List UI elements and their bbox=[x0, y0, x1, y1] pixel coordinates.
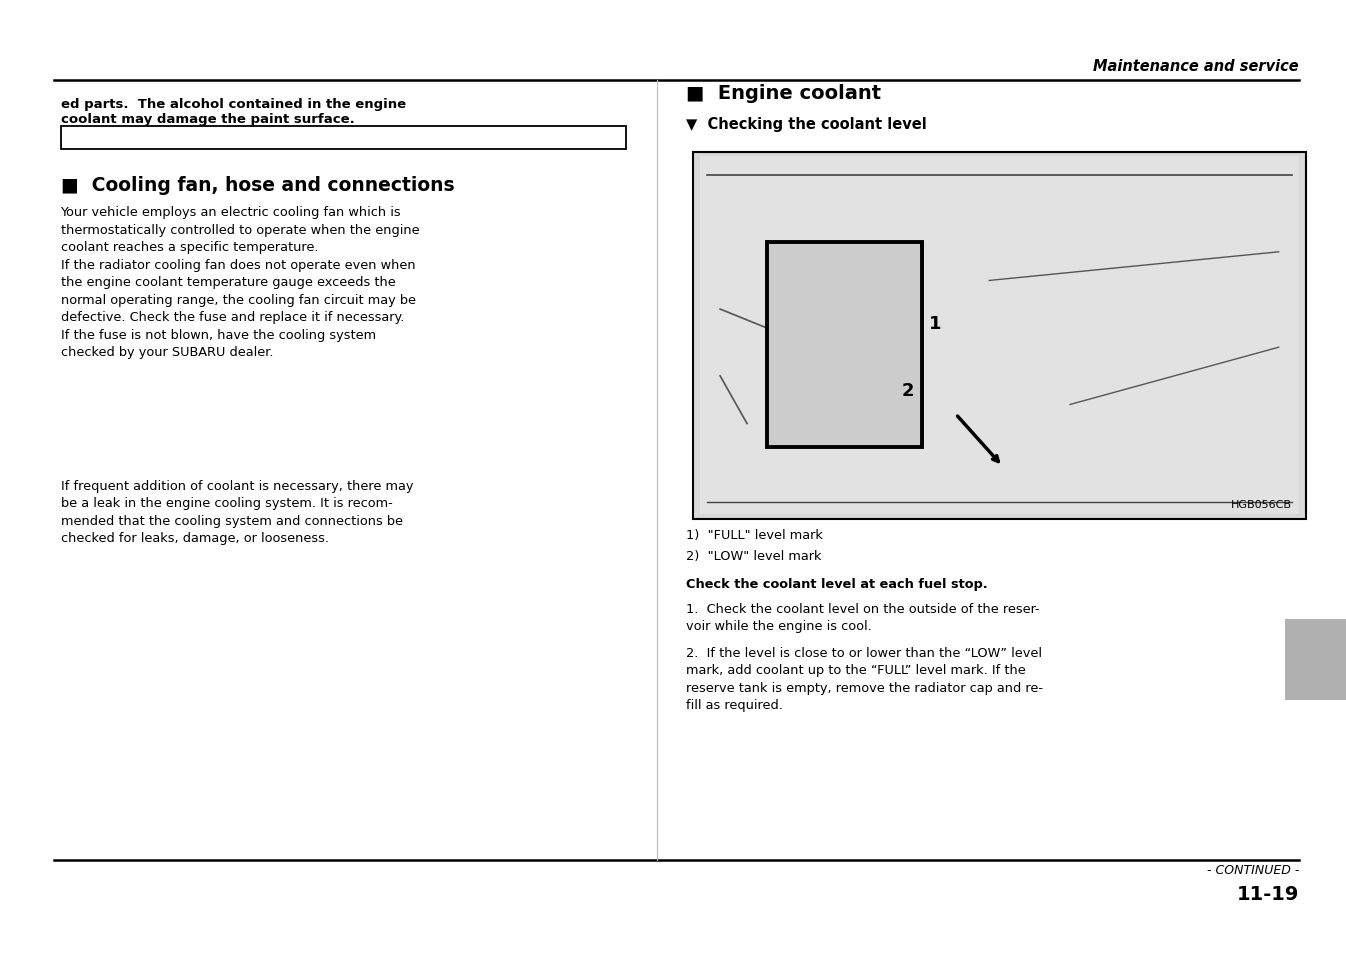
Bar bbox=[1285, 619, 1346, 700]
Bar bbox=[693, 152, 1306, 519]
Text: Maintenance and service: Maintenance and service bbox=[1093, 59, 1299, 74]
Text: 2)  "LOW" level mark: 2) "LOW" level mark bbox=[686, 549, 822, 562]
Text: ▼  Checking the coolant level: ▼ Checking the coolant level bbox=[686, 117, 927, 132]
Text: 1)  "FULL" level mark: 1) "FULL" level mark bbox=[686, 528, 824, 541]
Bar bbox=[61, 127, 626, 150]
Text: HGB056CB: HGB056CB bbox=[1232, 500, 1292, 510]
Text: ed parts.  The alcohol contained in the engine
coolant may damage the paint surf: ed parts. The alcohol contained in the e… bbox=[61, 98, 405, 126]
Bar bbox=[700, 157, 1299, 515]
Text: 1: 1 bbox=[929, 315, 941, 333]
Text: ■  Engine coolant: ■ Engine coolant bbox=[686, 84, 882, 103]
Text: 11-19: 11-19 bbox=[1237, 884, 1299, 903]
Text: 1.  Check the coolant level on the outside of the reser-
voir while the engine i: 1. Check the coolant level on the outsid… bbox=[686, 602, 1040, 633]
Text: 2: 2 bbox=[902, 382, 914, 399]
Text: 2.  If the level is close to or lower than the “LOW” level
mark, add coolant up : 2. If the level is close to or lower tha… bbox=[686, 646, 1043, 712]
Text: If frequent addition of coolant is necessary, there may
be a leak in the engine : If frequent addition of coolant is neces… bbox=[61, 479, 413, 545]
Bar bbox=[767, 243, 922, 448]
Text: Your vehicle employs an electric cooling fan which is
thermostatically controlle: Your vehicle employs an electric cooling… bbox=[61, 206, 419, 358]
Text: ■  Cooling fan, hose and connections: ■ Cooling fan, hose and connections bbox=[61, 175, 454, 194]
Text: Check the coolant level at each fuel stop.: Check the coolant level at each fuel sto… bbox=[686, 578, 988, 591]
Text: - CONTINUED -: - CONTINUED - bbox=[1206, 863, 1299, 877]
